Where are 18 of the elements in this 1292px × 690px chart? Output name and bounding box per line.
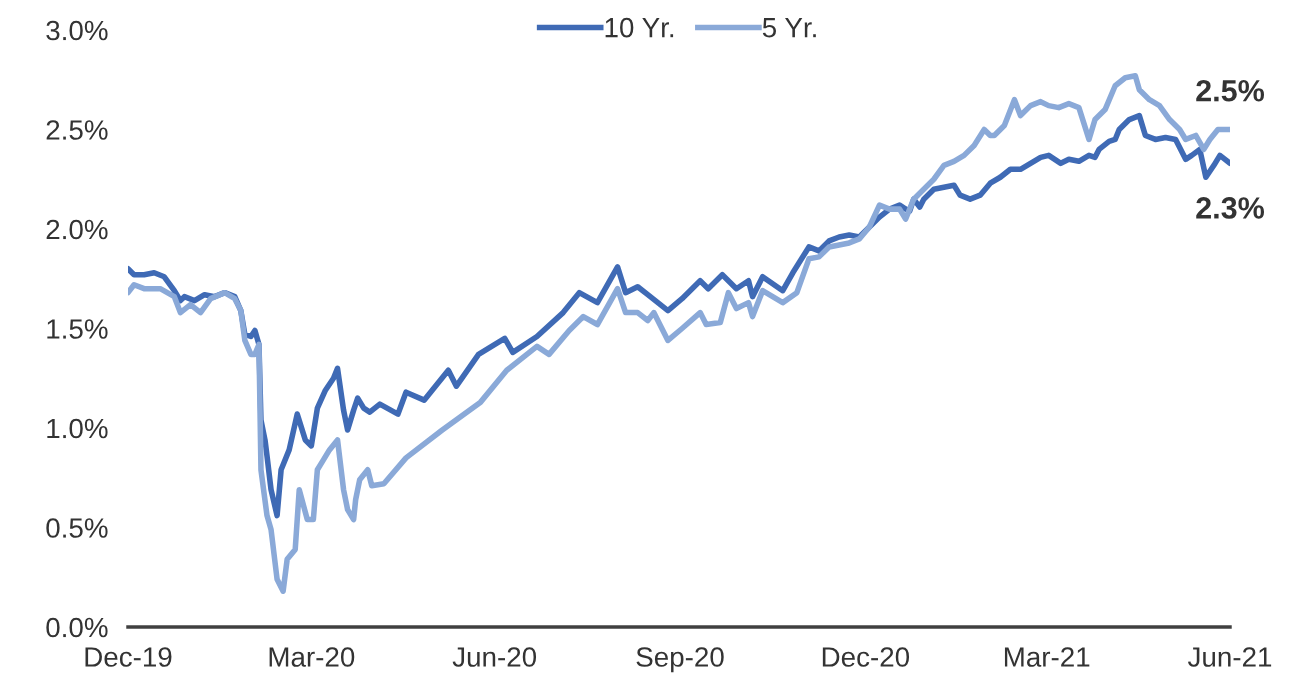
x-tick-label: Mar-21 [1004, 647, 1090, 667]
x-tick-label: Jun-20 [452, 647, 537, 667]
annotation: 2.5% [1196, 79, 1265, 102]
x-tick-label: Sep-20 [636, 647, 724, 673]
y-tick-label: 2.5% [46, 120, 108, 140]
x-tick-label: Dec-19 [85, 647, 172, 667]
y-tick-label: 0.0% [46, 617, 108, 638]
y-tick-label: 1.5% [47, 319, 108, 339]
legend-label: 10 Yr. [605, 17, 674, 38]
legend-label: 5 Yr. [762, 18, 816, 38]
y-tick-label: 0.5% [46, 518, 108, 538]
x-tick-label: Mar-20 [269, 647, 355, 667]
x-tick-label: Dec-20 [822, 647, 910, 667]
x-tick-label: Jun-21 [1187, 647, 1272, 667]
y-tick-label: 3.0% [46, 20, 108, 41]
annotation: 2.3% [1196, 197, 1265, 219]
y-tick-label: 1.0% [47, 418, 108, 439]
y-tick-label: 2.0% [46, 219, 108, 240]
